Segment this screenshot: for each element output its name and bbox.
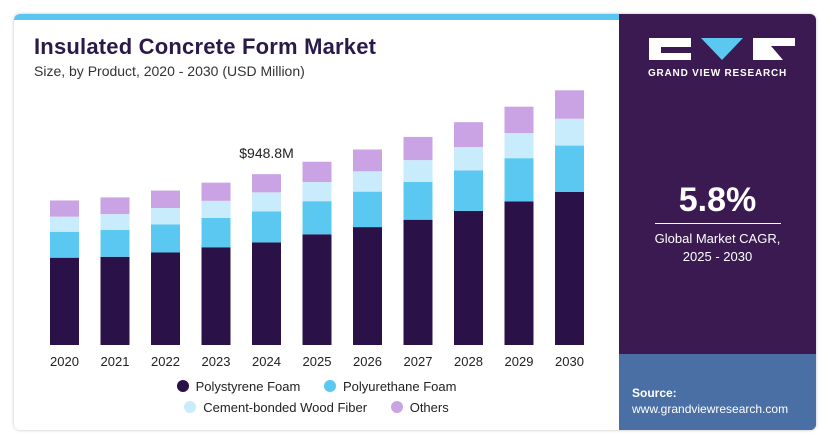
bar-others-2023	[201, 182, 231, 201]
bar-others-2021	[100, 197, 130, 215]
x-tick-label-2022: 2022	[151, 354, 180, 369]
source-url[interactable]: www.grandviewresearch.com	[632, 402, 789, 416]
legend-label-polystyrene: Polystyrene Foam	[195, 379, 301, 394]
bar-polystyrene-foam-2029	[504, 201, 534, 345]
legend-swatch-others	[390, 401, 403, 413]
bar-polystyrene-foam-2023	[201, 247, 231, 345]
bar-polyurethane-foam-2029	[504, 158, 534, 202]
legend-label-polyurethane: Polyurethane Foam	[342, 379, 457, 394]
x-tick-label-2025: 2025	[303, 354, 332, 369]
bar-cement-bonded-wood-fiber-2020	[50, 216, 79, 232]
x-tick-label-2020: 2020	[50, 354, 79, 369]
legend-item-polystyrene: Polystyrene Foam	[176, 379, 301, 394]
bar-polystyrene-foam-2027	[403, 219, 433, 345]
legend-label-others: Others	[409, 400, 449, 415]
bar-polystyrene-foam-2021	[100, 256, 130, 345]
source-box: Source: www.grandviewresearch.com	[619, 354, 816, 430]
x-tick-label-2030: 2030	[555, 354, 584, 369]
bar-polystyrene-foam-2028	[454, 210, 483, 345]
bar-cement-bonded-wood-fiber-2023	[201, 200, 231, 218]
bar-cement-bonded-wood-fiber-2026	[353, 171, 382, 192]
bar-polyurethane-foam-2025	[302, 201, 332, 235]
value-annotation-2024: $948.8M	[239, 145, 293, 161]
bar-others-2028	[454, 122, 483, 147]
bar-others-2022	[151, 190, 180, 209]
bar-others-2029	[504, 106, 534, 134]
bar-polyurethane-foam-2022	[151, 224, 180, 253]
bar-polyurethane-foam-2020	[50, 231, 79, 258]
bar-polystyrene-foam-2022	[151, 252, 180, 345]
cagr-value: 5.8%	[678, 181, 757, 219]
cagr-divider	[655, 223, 781, 224]
bar-others-2026	[353, 149, 382, 172]
cagr-label-line2: 2025 - 2030	[682, 249, 753, 264]
x-tick-label-2023: 2023	[202, 354, 231, 369]
stacked-bar-chart: 2020 2021 2022 2023 2024 $948.8M 2025 2026 2027 2…	[50, 90, 584, 369]
legend-item-polyurethane: Polyurethane Foam	[323, 379, 457, 394]
legend-item-cement: Cement-bonded Wood Fiber	[184, 400, 367, 415]
brand-name: GRAND VIEW RESEARCH	[647, 68, 788, 79]
sidebar: GRAND VIEW RESEARCH 5.8% Global Market C…	[619, 14, 816, 430]
bar-cement-bonded-wood-fiber-2027	[403, 160, 433, 182]
bar-cement-bonded-wood-fiber-2030	[555, 118, 584, 146]
bar-others-2030	[555, 90, 584, 119]
bar-cement-bonded-wood-fiber-2024	[252, 192, 281, 212]
bar-polystyrene-foam-2020	[50, 257, 79, 345]
chart-subtitle: Size, by Product, 2020 - 2030 (USD Milli…	[34, 63, 305, 79]
bar-cement-bonded-wood-fiber-2025	[302, 182, 332, 202]
chart-panel: Insulated Concrete Form Market Size, by …	[14, 14, 619, 430]
x-tick-label-2028: 2028	[454, 354, 483, 369]
legend-label-cement: Cement-bonded Wood Fiber	[203, 400, 368, 415]
bar-cement-bonded-wood-fiber-2021	[100, 214, 130, 230]
x-tick-label-2021: 2021	[101, 354, 130, 369]
x-tick-label-2027: 2027	[404, 354, 433, 369]
x-tick-label-2029: 2029	[505, 354, 534, 369]
bar-polyurethane-foam-2024	[252, 211, 281, 243]
bar-polyurethane-foam-2026	[353, 191, 382, 228]
x-tick-label-2026: 2026	[353, 354, 382, 369]
bar-polystyrene-foam-2025	[302, 234, 332, 345]
bar-polyurethane-foam-2030	[555, 145, 584, 192]
bar-polyurethane-foam-2021	[100, 229, 130, 257]
infographic-card: Insulated Concrete Form Market Size, by …	[14, 14, 816, 430]
legend-swatch-polyurethane	[323, 380, 336, 392]
bar-others-2025	[302, 161, 332, 183]
legend-item-others: Others	[390, 400, 449, 415]
bar-others-2020	[50, 200, 79, 217]
bar-polystyrene-foam-2030	[555, 192, 584, 345]
legend-swatch-polystyrene	[176, 380, 189, 392]
cagr-label-line1: Global Market CAGR,	[654, 231, 781, 246]
legend-swatch-cement	[184, 401, 197, 413]
bar-polystyrene-foam-2024	[252, 242, 281, 345]
cagr-label: Global Market CAGR, 2025 - 2030	[619, 230, 816, 266]
bar-cement-bonded-wood-fiber-2022	[151, 208, 180, 225]
legend-row-1: Polystyrene Foam Polyurethane Foam	[14, 379, 619, 394]
legend-row-2: Cement-bonded Wood Fiber Others	[14, 400, 619, 415]
bar-polyurethane-foam-2023	[201, 217, 231, 248]
bar-cement-bonded-wood-fiber-2029	[504, 133, 534, 159]
accent-stripe	[14, 14, 619, 20]
bar-polystyrene-foam-2026	[353, 227, 382, 345]
bar-others-2024	[252, 174, 281, 193]
bar-others-2027	[403, 136, 433, 161]
bar-polyurethane-foam-2028	[454, 170, 483, 211]
grand-view-research-logo	[649, 38, 795, 60]
x-tick-label-2024: 2024	[252, 354, 281, 369]
chart-title: Insulated Concrete Form Market	[34, 34, 377, 59]
bar-polyurethane-foam-2027	[403, 181, 433, 220]
bar-cement-bonded-wood-fiber-2028	[454, 147, 483, 171]
source-title: Source:	[632, 386, 677, 400]
